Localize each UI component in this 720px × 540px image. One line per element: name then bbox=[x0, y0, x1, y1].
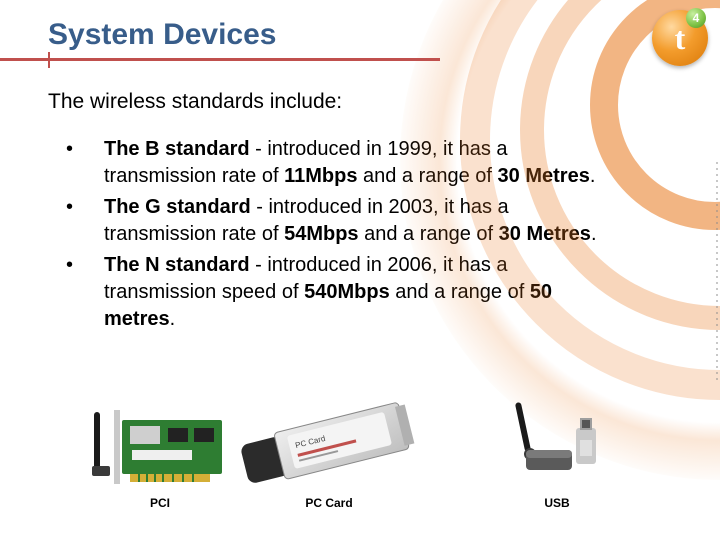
bullet-marker: • bbox=[48, 194, 104, 221]
device-pccard: PC Card PC Card bbox=[234, 398, 424, 510]
bullet-marker: • bbox=[48, 136, 104, 163]
page-title: System Devices bbox=[48, 18, 720, 52]
bullet-rate: 11Mbps bbox=[284, 165, 357, 187]
pci-card-image bbox=[90, 406, 230, 490]
device-label: USB bbox=[544, 496, 569, 510]
device-label: PCI bbox=[150, 496, 170, 510]
title-underline bbox=[0, 58, 440, 61]
bullet-lead: The N standard bbox=[104, 254, 250, 276]
bullet-rate: 54Mbps bbox=[284, 223, 358, 245]
title-bar: System Devices bbox=[0, 0, 720, 52]
decorative-dots bbox=[714, 160, 720, 380]
bullet-rate: 540Mbps bbox=[304, 281, 390, 303]
device-images-row: PCI PC Card bbox=[90, 390, 630, 510]
bullet-tail: . bbox=[170, 308, 176, 330]
bullet-marker: • bbox=[48, 252, 104, 279]
device-pci: PCI bbox=[90, 406, 230, 510]
bullet-lead: The B standard bbox=[104, 138, 250, 160]
device-usb: USB bbox=[502, 400, 612, 510]
usb-adapter-image bbox=[502, 400, 612, 490]
bullet-lead: The G standard bbox=[104, 196, 251, 218]
title-tick bbox=[48, 52, 50, 68]
pc-card-image: PC Card bbox=[234, 398, 424, 490]
device-label: PC Card bbox=[305, 496, 352, 510]
slide: t 4 System Devices The wireless standard… bbox=[0, 0, 720, 540]
